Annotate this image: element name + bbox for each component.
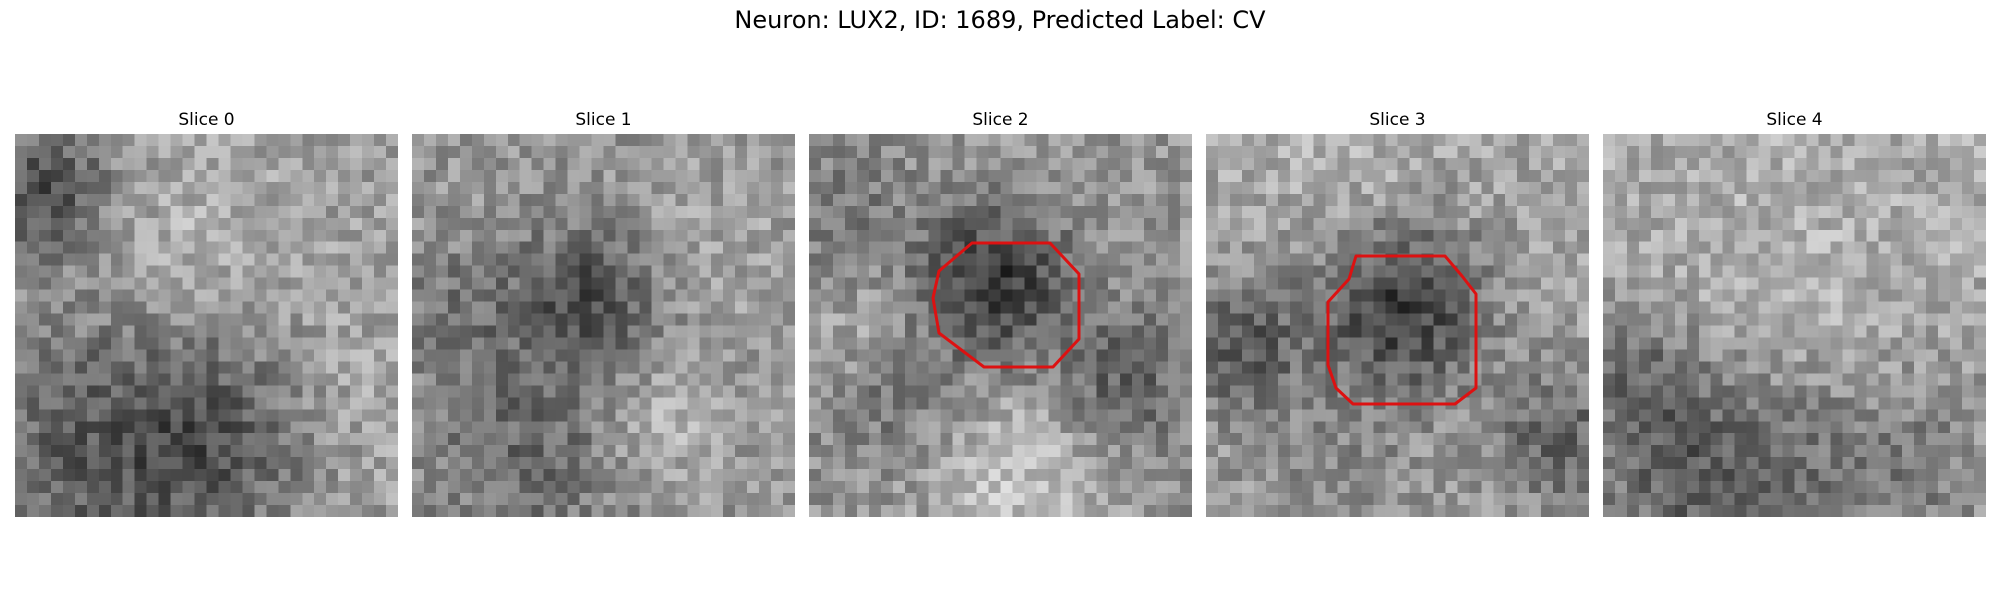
slice-title-4: Slice 4 <box>1766 110 1823 130</box>
figure-title: Neuron: LUX2, ID: 1689, Predicted Label:… <box>734 6 1266 34</box>
slice-image-1 <box>412 134 795 517</box>
slice-panel-4: Slice 4 <box>1603 108 1986 517</box>
slice-panel-3: Slice 3 <box>1206 108 1589 517</box>
slice-image-3 <box>1206 134 1589 517</box>
slice-image-4 <box>1603 134 1986 517</box>
slice-title-3: Slice 3 <box>1369 110 1426 130</box>
slice-title-2: Slice 2 <box>972 110 1029 130</box>
slice-title-1: Slice 1 <box>575 110 632 130</box>
slice-image-0 <box>15 134 398 517</box>
slice-title-0: Slice 0 <box>178 110 235 130</box>
slice-panel-1: Slice 1 <box>412 108 795 517</box>
slice-panel-0: Slice 0 <box>15 108 398 517</box>
slice-panel-2: Slice 2 <box>809 108 1192 517</box>
slice-image-2 <box>809 134 1192 517</box>
